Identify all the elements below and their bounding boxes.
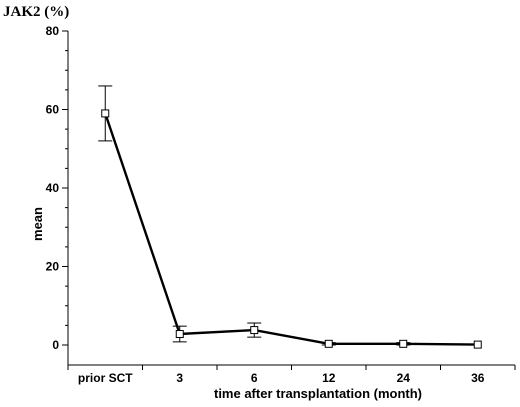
- data-point: [101, 109, 110, 118]
- data-point: [175, 330, 184, 339]
- y-axis-label: mean: [30, 207, 45, 241]
- y-tick-label: 40: [46, 181, 60, 195]
- x-tick-label: 3: [176, 371, 183, 385]
- x-axis-label: time after transplantation (month): [214, 386, 422, 401]
- x-tick-label: 6: [251, 371, 258, 385]
- y-tick-label: 20: [46, 260, 60, 274]
- series-mean: [98, 85, 482, 349]
- data-point: [324, 339, 333, 348]
- x-tick-label: 36: [471, 371, 485, 385]
- y-axis-ticks: 0 20 40 60 80: [46, 24, 68, 352]
- y-tick-label: 60: [46, 103, 60, 117]
- y-tick-label: 80: [46, 24, 60, 38]
- data-point: [399, 339, 408, 348]
- data-point: [250, 326, 259, 335]
- data-point: [473, 340, 482, 349]
- series-line: [104, 113, 478, 346]
- x-tick-label: prior SCT: [78, 371, 133, 385]
- x-tick-label: 12: [322, 371, 336, 385]
- y-tick-label: 0: [52, 338, 59, 352]
- x-tick-label: 24: [397, 371, 411, 385]
- chart-title: JAK2 (%): [3, 4, 69, 20]
- x-axis-ticks: prior SCT 3 6 12 24 36: [67, 365, 516, 385]
